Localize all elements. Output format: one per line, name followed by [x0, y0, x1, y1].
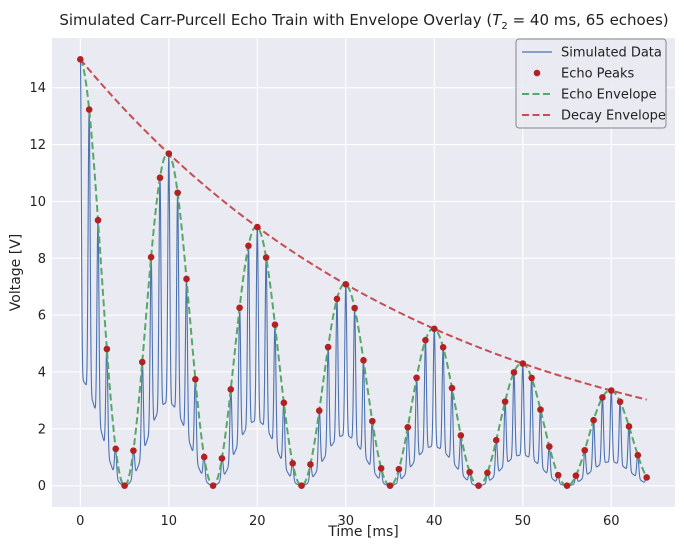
echo-peak-point — [528, 374, 535, 382]
echo-peak-point — [85, 106, 93, 113]
echo-peak-point — [475, 482, 482, 489]
legend-label: Echo Envelope — [561, 88, 657, 103]
y-tick-label: 0 — [38, 479, 46, 494]
echo-peak-point — [643, 474, 650, 481]
echo-peak-point — [386, 482, 394, 489]
echo-peak-point — [457, 432, 465, 439]
echo-peak-point — [484, 469, 491, 477]
echo-peak-point — [147, 253, 155, 261]
echo-peak-point — [218, 455, 226, 462]
y-tick-label: 2 — [38, 422, 46, 437]
y-axis-label: Voltage [V] — [8, 234, 24, 311]
echo-peak-point — [572, 472, 580, 479]
echo-peak-point — [209, 482, 217, 489]
echo-peak-point — [183, 275, 190, 283]
echo-peak-point — [298, 482, 305, 489]
echo-peak-point — [510, 369, 518, 376]
echo-peak-point — [395, 465, 403, 473]
echo-peak-point — [404, 423, 412, 431]
echo-peak-point — [280, 399, 288, 407]
echo-peak-point — [103, 345, 111, 353]
echo-peak-point — [360, 356, 367, 364]
echo-peak-point — [112, 445, 120, 453]
legend-frame — [515, 38, 667, 129]
y-tick-label: 6 — [38, 309, 46, 324]
echo-peak-point — [351, 304, 358, 312]
echo-peak-point — [448, 384, 456, 392]
echo-peak-point — [607, 387, 615, 394]
echo-peak-point — [289, 460, 297, 467]
echo-peak-point — [165, 150, 173, 157]
echo-peak-point — [369, 417, 376, 425]
series-layer — [77, 56, 650, 489]
x-tick-label: 40 — [426, 514, 443, 529]
echo-peak-point — [333, 295, 341, 303]
echo-peak-point — [625, 423, 633, 430]
echo-peak-point — [236, 304, 243, 312]
echo-peak-point — [634, 451, 642, 459]
y-tick-label: 12 — [29, 138, 46, 153]
echo-peak-point — [138, 358, 146, 366]
echo-peak-point — [307, 461, 314, 468]
echo-peak-point — [271, 321, 279, 328]
echo-peak-point — [537, 406, 544, 413]
echo-peak-point — [130, 447, 137, 454]
x-tick-label: 10 — [161, 514, 178, 529]
echo-peak-point — [94, 216, 102, 224]
echo-peak-point — [192, 375, 199, 383]
echo-peak-point — [616, 398, 624, 406]
legend-label: Decay Envelope — [561, 109, 666, 124]
echo-peak-point — [554, 471, 562, 479]
ticks: 0 10 20 30 40 50 60 0 2 4 6 8 10 12 14 — [29, 81, 619, 529]
echo-peak-point — [590, 416, 597, 424]
echo-peak-point — [466, 468, 473, 476]
legend-label: Simulated Data — [561, 46, 662, 61]
x-tick-label: 60 — [603, 514, 620, 529]
x-tick-label: 30 — [338, 514, 355, 529]
echo-peak-point — [501, 398, 509, 405]
y-tick-label: 14 — [29, 81, 46, 96]
x-axis-label: Time [ms] — [327, 524, 399, 540]
echo-peak-point — [262, 254, 270, 261]
chart-title: Simulated Carr-Purcell Echo Train with E… — [59, 11, 668, 32]
y-tick-label: 8 — [38, 252, 46, 267]
y-tick-label: 4 — [38, 365, 46, 380]
legend-label: Echo Peaks — [561, 67, 635, 82]
echo-peak-point — [519, 360, 527, 367]
y-tick-label: 10 — [29, 195, 46, 210]
echo-peak-point — [245, 242, 252, 250]
echo-peak-point — [156, 174, 164, 182]
legend-swatch-echo-peaks — [533, 69, 541, 77]
echo-peak-point — [324, 343, 332, 351]
echo-peak-point — [546, 443, 553, 450]
x-tick-label: 20 — [249, 514, 266, 529]
echo-peak-point — [77, 56, 84, 63]
echo-peak-point — [492, 436, 500, 444]
x-tick-label: 50 — [515, 514, 532, 529]
echo-peak-point — [422, 336, 429, 344]
echo-peak-point — [439, 344, 447, 351]
legend: Simulated Data Echo Peaks Echo Envelope Dec… — [515, 38, 667, 129]
x-tick-label: 0 — [76, 514, 84, 529]
echo-peak-point — [200, 453, 208, 461]
echo-peak-point — [342, 280, 350, 288]
echo-peak-point — [599, 394, 606, 401]
echo-peak-point — [430, 325, 438, 333]
echo-peak-point — [121, 482, 128, 489]
series-line-decay-envelope — [79, 58, 647, 401]
echo-peak-point — [315, 407, 323, 414]
echo-peak-point — [227, 386, 235, 393]
echo-peak-point — [174, 189, 181, 197]
echo-peak-point — [413, 374, 420, 382]
echo-peak-point — [377, 464, 385, 472]
echo-peak-point — [254, 223, 261, 231]
echo-peak-point — [581, 446, 589, 454]
echo-peak-point — [563, 482, 571, 489]
